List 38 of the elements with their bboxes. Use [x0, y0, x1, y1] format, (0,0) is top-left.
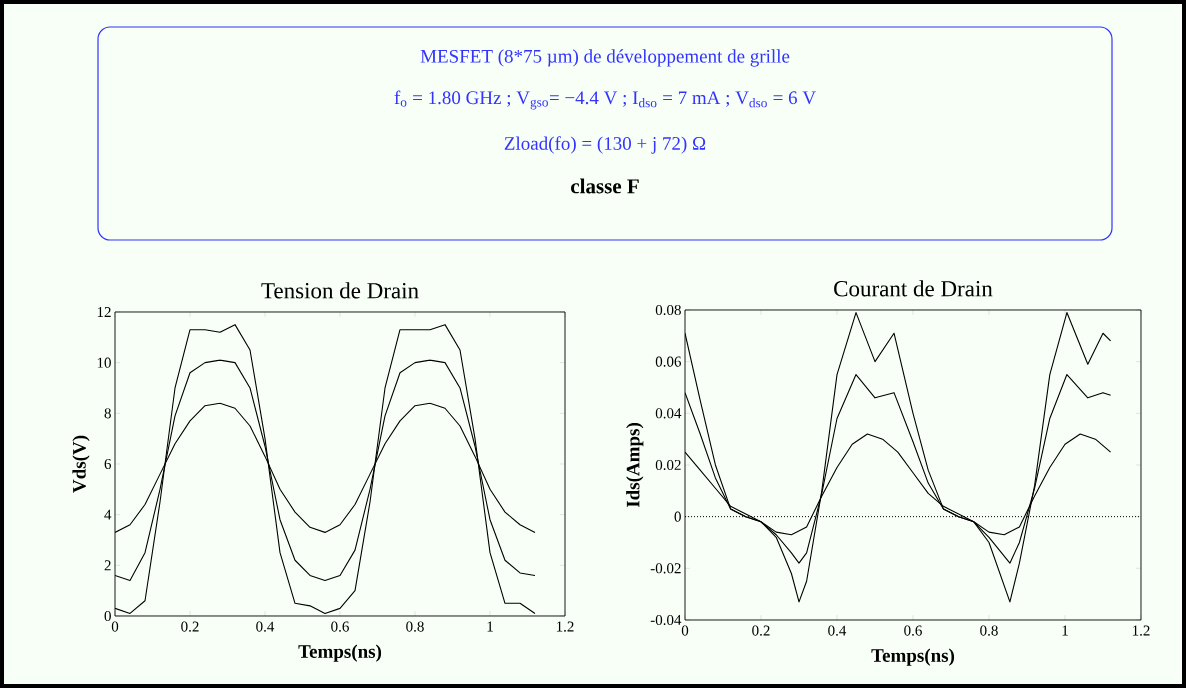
x-tick-label: 1.2: [556, 621, 574, 632]
y-tick-label: -0.02: [650, 563, 681, 574]
x-axis-title: Temps(ns): [871, 648, 955, 666]
y-tick-label: 0.06: [655, 356, 682, 367]
x-axis-title: Temps(ns): [298, 644, 382, 662]
x-tick-label: 1.2: [1132, 625, 1150, 636]
x-tick-label: 0.8: [980, 625, 998, 636]
x-tick-label: 0: [681, 625, 689, 636]
y-tick-label: 0.08: [655, 304, 681, 316]
text: classe F: [571, 178, 639, 194]
x-tick-label: 0.6: [331, 621, 349, 632]
y-axis-title: Ids(Amps): [626, 423, 644, 508]
chart-title: Tension de Drain: [261, 282, 419, 299]
x-tick-label: 1: [487, 621, 493, 632]
chart-title: Courant de Drain: [834, 280, 993, 297]
x-tick-label: 0.8: [406, 621, 424, 632]
x-tick-label: 0.4: [256, 621, 275, 632]
x-tick-label: 1: [1062, 625, 1068, 636]
x-tick-label: 0.2: [181, 621, 199, 632]
y-tick-label: 10: [97, 357, 111, 368]
text: Zload(fo) = (130 + j 72) Ω: [504, 136, 706, 154]
y-tick-label: 4: [104, 509, 112, 520]
y-tick-label: 2: [104, 560, 111, 571]
x-tick-label: 0.6: [904, 625, 922, 636]
y-tick-label: -0.04: [650, 614, 682, 626]
y-tick-label: 0.02: [655, 459, 681, 471]
y-tick-label: 0: [674, 511, 681, 522]
y-axis-title: Vds(V): [72, 435, 90, 493]
text: MESFET (8*75 µm) de développement de grille: [420, 49, 790, 67]
y-tick-label: 0: [104, 610, 111, 622]
y-tick-label: 12: [97, 307, 111, 317]
text: f$_{o}$ = 1.80 GHz ; V$_{gso}$= −4.4 V ; I$_{dso}$ = 7 mA ; V$_{dso}$ = 6 V: [394, 90, 816, 110]
x-tick-label: 0.4: [828, 625, 847, 636]
x-tick-label: 0.2: [752, 625, 770, 636]
x-tick-label: 0: [111, 621, 119, 632]
y-tick-label: 8: [104, 408, 111, 419]
y-tick-label: 6: [104, 458, 112, 470]
y-tick-label: 0.04: [655, 408, 682, 419]
